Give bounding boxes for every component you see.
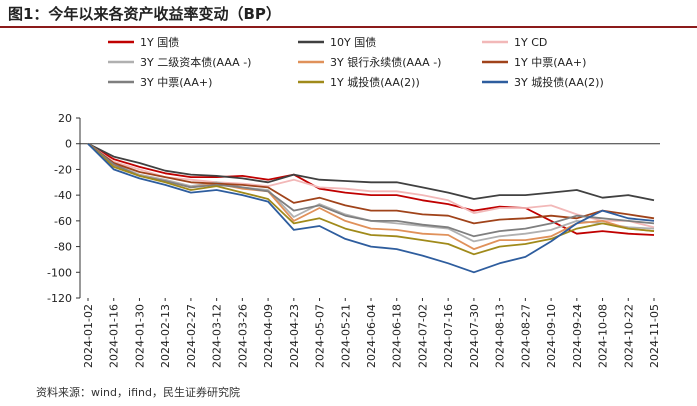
y-tick-label: -40 [54, 189, 72, 202]
legend-label: 1Y 城投债(AA(2)) [330, 75, 420, 89]
series-line [87, 142, 655, 202]
series-line [87, 142, 655, 225]
legend-label: 10Y 国债 [330, 35, 376, 49]
x-tick-label: 2024-06-04 [365, 304, 378, 368]
x-tick-label: 2024-03-26 [236, 304, 249, 368]
x-tick-label: 2024-02-27 [185, 304, 198, 368]
legend-label: 3Y 银行永续债(AAA -) [330, 55, 441, 69]
x-tick-label: 2024-08-13 [494, 304, 507, 368]
y-tick-label: -20 [54, 163, 72, 176]
series-line [87, 142, 655, 236]
y-tick-label: -60 [54, 215, 72, 228]
x-tick-label: 2024-09-24 [571, 304, 584, 368]
y-tick-label: 20 [58, 112, 72, 125]
y-tick-label: -100 [47, 266, 72, 279]
legend-label: 3Y 城投债(AA(2)) [514, 75, 604, 89]
x-tick-label: 2024-10-08 [597, 304, 610, 368]
x-tick-label: 2024-08-27 [519, 304, 532, 368]
series-line [87, 143, 655, 251]
x-tick-label: 2024-06-18 [391, 304, 404, 368]
legend-label: 3Y 二级资本债(AAA -) [140, 55, 251, 69]
x-tick-label: 2024-01-16 [108, 304, 121, 368]
x-tick-label: 2024-03-12 [211, 304, 224, 368]
x-tick-label: 2024-02-13 [159, 304, 172, 368]
x-tick-label: 2024-01-02 [82, 304, 95, 368]
x-tick-label: 2024-05-21 [339, 304, 352, 368]
chart-axes: 20 0 -20 -40 -60 -80 -100 -120 2024-01-02 2024-01… [47, 112, 661, 368]
x-tick-label: 2024-07-02 [416, 304, 429, 368]
legend-label: 1Y CD [514, 36, 547, 49]
title-bar: 图1：今年以来各资产收益率变动（BP） [0, 0, 697, 28]
chart-legend: 1Y 国债 10Y 国债 1Y CD 3Y 二级资本债(AAA -) 3Y 银行永续债(… [108, 35, 604, 89]
series-line [87, 142, 655, 238]
y-tick-label: -120 [47, 292, 72, 305]
x-tick-label: 2024-11-05 [648, 304, 661, 368]
legend-label: 3Y 中票(AA+) [140, 76, 212, 89]
x-tick-label: 2024-05-07 [314, 304, 327, 368]
chart-series [87, 142, 655, 274]
page-title: 图1：今年以来各资产收益率变动（BP） [8, 5, 281, 23]
legend-label: 1Y 中票(AA+) [514, 56, 586, 69]
legend-label: 1Y 国债 [140, 35, 179, 49]
line-chart: 1Y 国债 10Y 国债 1Y CD 3Y 二级资本债(AAA -) 3Y 银行永续债(… [47, 35, 661, 368]
series-line [87, 142, 655, 229]
x-tick-label: 2024-07-30 [468, 304, 481, 368]
source-note: 资料来源：wind，ifind，民生证券研究院 [36, 386, 240, 399]
x-tick-label: 2024-07-16 [442, 304, 455, 368]
x-tick-label: 2024-04-09 [262, 304, 275, 368]
y-tick-label: 0 [65, 138, 72, 151]
x-tick-label: 2024-09-10 [545, 304, 558, 368]
y-tick-label: -80 [54, 241, 72, 254]
x-tick-label: 2024-10-22 [622, 304, 635, 368]
x-tick-label: 2024-04-23 [288, 304, 301, 368]
series-line [87, 143, 655, 274]
x-tick-label: 2024-01-30 [133, 304, 146, 368]
series-line [87, 143, 655, 256]
